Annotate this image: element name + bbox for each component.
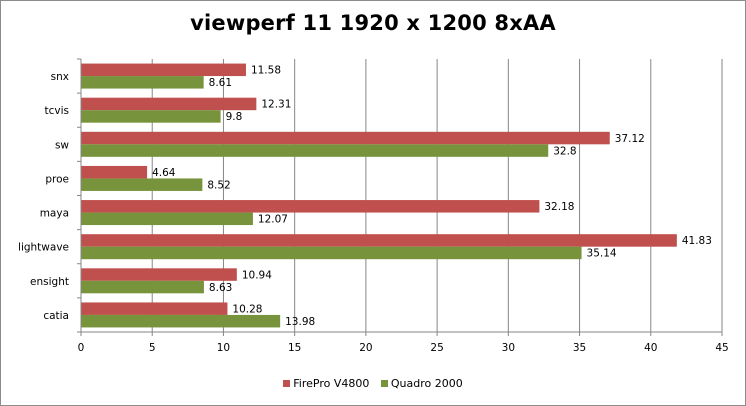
x-tick-label: 45 xyxy=(715,342,728,354)
data-label: 8.63 xyxy=(209,282,232,294)
x-tick-label: 0 xyxy=(78,342,85,354)
legend-item-quadro: Quadro 2000 xyxy=(380,377,463,390)
data-label: 9.8 xyxy=(226,111,243,123)
category-label: tcvis xyxy=(45,105,70,117)
legend-swatch-firepro xyxy=(283,380,291,387)
bar xyxy=(81,212,253,226)
bar xyxy=(81,268,237,281)
bar xyxy=(81,131,610,145)
bar xyxy=(81,144,549,157)
bar xyxy=(81,280,204,294)
data-label: 37.12 xyxy=(615,133,645,145)
category-label: ensight xyxy=(30,276,69,288)
bar xyxy=(81,97,257,111)
data-label: 12.31 xyxy=(261,99,291,111)
bar xyxy=(81,246,582,260)
data-label: 4.64 xyxy=(152,167,176,179)
bar xyxy=(81,200,540,213)
bar xyxy=(81,110,221,123)
x-tick-label: 5 xyxy=(149,342,156,354)
bar xyxy=(81,178,203,191)
data-label: 10.28 xyxy=(232,303,262,315)
category-label: catia xyxy=(43,310,69,322)
bar xyxy=(81,302,228,315)
data-label: 10.94 xyxy=(242,269,272,281)
category-label: proe xyxy=(45,173,69,185)
data-label: 8.52 xyxy=(207,179,230,191)
data-label: 41.83 xyxy=(682,235,712,247)
x-tick-label: 10 xyxy=(217,342,230,354)
legend-item-firepro: FirePro V4800 xyxy=(283,377,369,390)
bar xyxy=(81,314,281,328)
data-label: 11.58 xyxy=(251,65,281,77)
legend-label-firepro: FirePro V4800 xyxy=(293,377,370,390)
data-label: 8.61 xyxy=(209,77,232,89)
legend-label-quadro: Quadro 2000 xyxy=(390,377,463,390)
chart-title: viewperf 11 1920 x 1200 8xAA xyxy=(190,11,556,35)
data-label: 12.07 xyxy=(258,214,288,226)
legend: FirePro V4800 Quadro 2000 xyxy=(1,377,745,390)
x-tick-label: 35 xyxy=(573,342,586,354)
x-tick-label: 30 xyxy=(502,342,515,354)
x-tick-label: 15 xyxy=(288,342,301,354)
data-label: 35.14 xyxy=(587,248,617,260)
category-label: maya xyxy=(40,208,69,220)
x-tick-label: 25 xyxy=(430,342,443,354)
legend-swatch-quadro xyxy=(380,380,388,387)
category-label: sw xyxy=(55,139,69,151)
bar xyxy=(81,165,148,179)
category-label: lightwave xyxy=(18,242,69,254)
x-tick-label: 20 xyxy=(359,342,372,354)
bar xyxy=(81,63,246,77)
category-label: snx xyxy=(51,71,69,83)
bar xyxy=(81,234,677,247)
data-label: 13.98 xyxy=(285,316,315,328)
data-label: 32.18 xyxy=(544,201,574,213)
data-label: 32.8 xyxy=(553,145,576,157)
x-tick-label: 40 xyxy=(644,342,657,354)
bar xyxy=(81,76,204,89)
